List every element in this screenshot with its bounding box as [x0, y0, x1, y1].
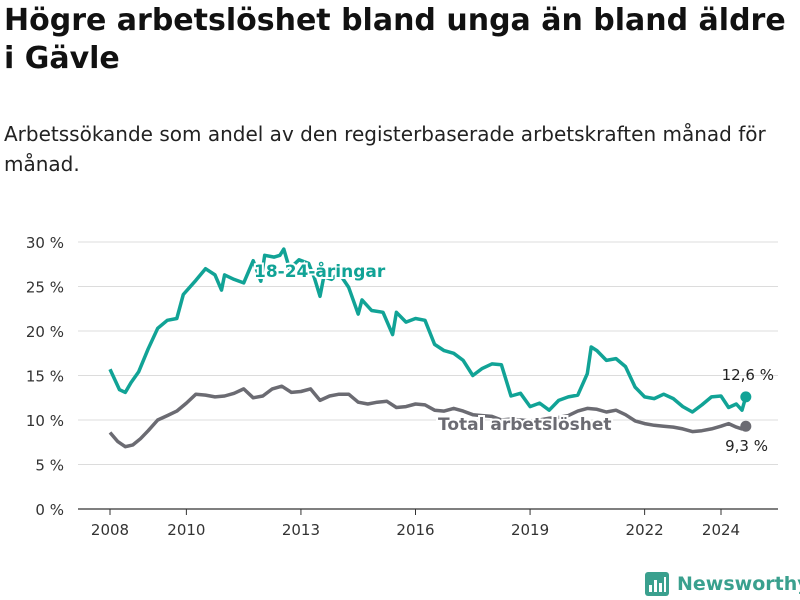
series-label-18-24-aringar: 18-24-åringar	[254, 260, 386, 282]
y-axis-tick-labels: 0 % 5 % 10 % 15 % 20 % 25 % 30 %	[26, 234, 64, 519]
series-line-total-arbetsloshet	[108, 384, 747, 449]
x-tick-label: 2019	[511, 521, 549, 539]
brand-name: Newsworthy	[677, 573, 800, 595]
series-end-label-18-24-aringar: 12,6 %	[722, 366, 774, 384]
bar-chart-logo-icon	[645, 572, 669, 596]
y-tick-label: 20 %	[26, 323, 64, 341]
grid-lines	[78, 241, 778, 465]
x-tick-label: 2013	[282, 521, 320, 539]
series-end-point	[740, 391, 752, 403]
x-tick-label: 2010	[167, 521, 205, 539]
y-tick-label: 30 %	[26, 234, 64, 252]
series-lines	[108, 247, 752, 449]
chart-subtitle: Arbetssökande som andel av den registerb…	[4, 122, 766, 176]
series-labels: 18-24-åringar Total arbetslöshet 12,6 % 9,3…	[252, 258, 774, 455]
y-tick-label: 0 %	[35, 501, 64, 519]
x-tick-label: 2024	[702, 521, 740, 539]
x-axis: 2008 2010 2013 2016 2019 2022 2024	[78, 508, 778, 539]
series-line-18-24-aringar	[108, 247, 748, 414]
x-tick-label: 2008	[91, 521, 129, 539]
y-tick-label: 5 %	[35, 457, 64, 475]
chart-title: Högre arbetslöshet bland unga än bland ä…	[4, 3, 786, 76]
y-tick-label: 15 %	[26, 368, 64, 386]
series-end-point	[740, 420, 752, 432]
x-tick-label: 2016	[396, 521, 434, 539]
x-tick-label: 2022	[626, 521, 664, 539]
newsworthy-brand: Newsworthy	[645, 568, 800, 600]
series-label-total-arbetsloshet: Total arbetslöshet	[438, 415, 612, 435]
y-tick-label: 10 %	[26, 412, 64, 430]
series-end-label-total-arbetsloshet: 9,3 %	[725, 437, 768, 455]
y-tick-label: 25 %	[26, 279, 64, 297]
